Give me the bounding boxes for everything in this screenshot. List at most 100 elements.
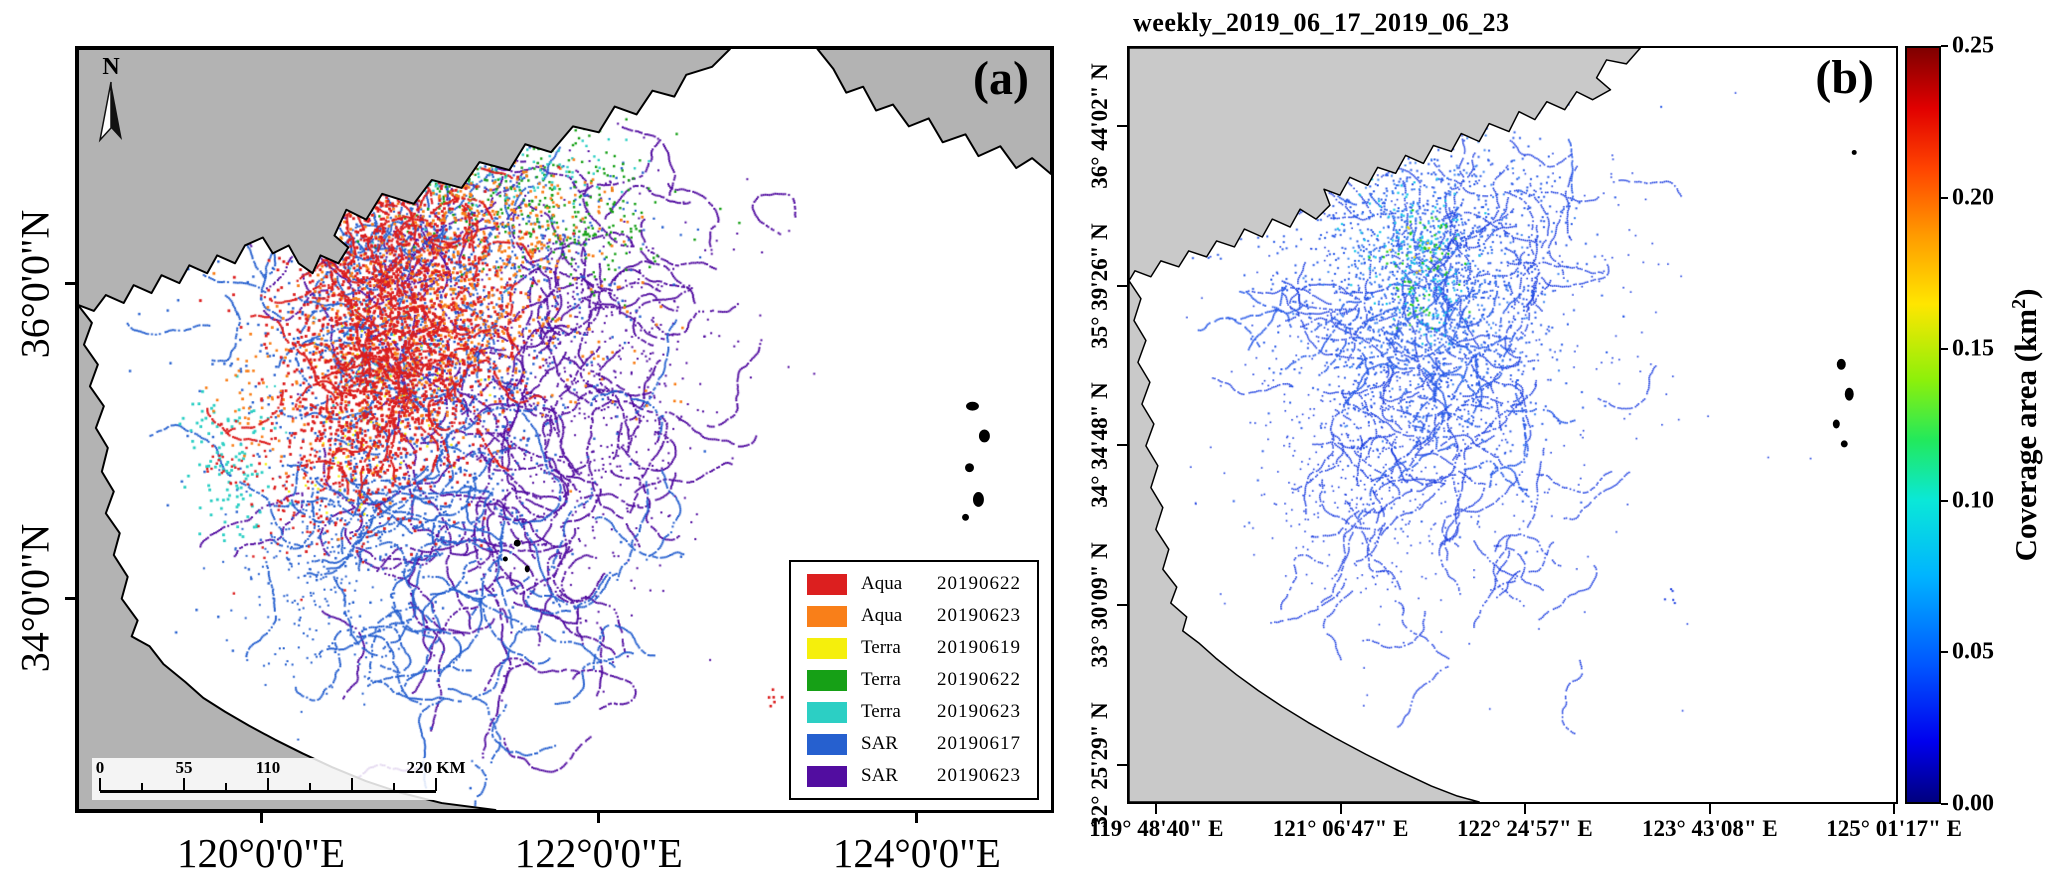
panel-a-y-tick-label: 34°0'0"N — [12, 524, 58, 673]
panel-b-y-tick-label: 36° 44'02" N — [1087, 62, 1112, 189]
legend-color-swatch — [807, 669, 847, 691]
scalebar-tick-mark — [141, 783, 143, 791]
legend-color-swatch — [807, 733, 847, 755]
panel-b-y-tick-mark — [1117, 284, 1127, 287]
legend-date-label: 20190623 — [937, 605, 1021, 626]
panel-b-y-tick-mark — [1117, 604, 1127, 607]
legend-entry: Terra 20190619 — [807, 637, 1021, 659]
panel-b-x-tick-label: 122° 24'57" E — [1456, 816, 1593, 841]
legend-color-swatch — [807, 765, 847, 787]
scalebar-label: 55 — [175, 758, 193, 777]
panel-b-land-layer — [1129, 48, 1857, 802]
north-arrow: N — [94, 54, 128, 151]
scalebar-tick-mark — [99, 778, 101, 791]
legend-entry: Terra 20190622 — [807, 669, 1021, 691]
scalebar-label: 220 KM — [406, 758, 466, 777]
scalebar-line — [100, 790, 436, 793]
colorbar-tick-mark — [1941, 196, 1948, 199]
legend-date-label: 20190623 — [937, 765, 1021, 786]
panel-a-map: N (a) Aqua 20190622 Aqua 20190623 Terra 20190… — [75, 46, 1054, 813]
panel-b-y-tick-label: 35° 39'26" N — [1087, 222, 1112, 349]
panel-a-y-tick-mark — [65, 282, 75, 286]
colorbar-tick-label: 0.15 — [1952, 335, 1994, 362]
panel-a-x-tick-label: 120°0'0"E — [176, 830, 346, 876]
colorbar-label-sup: 2 — [2007, 298, 2030, 309]
scalebar-tick-mark — [393, 783, 395, 791]
legend-sensor-label: Aqua — [861, 573, 903, 594]
panel-a-label: (a) — [973, 52, 1029, 105]
colorbar-tick-mark — [1941, 348, 1948, 351]
colorbar — [1905, 46, 1941, 804]
panel-b-x-tick-label: 125° 01'17" E — [1826, 816, 1962, 841]
legend-sensor-label: Aqua — [861, 605, 903, 626]
legend-sensor-label: Terra — [861, 669, 901, 690]
panel-b-x-tick-mark — [1893, 804, 1896, 814]
scalebar-tick-mark — [183, 778, 185, 791]
colorbar-tick-label: 0.10 — [1952, 487, 1994, 514]
north-arrow-icon — [98, 82, 122, 143]
jiangsu-coast-land — [78, 303, 497, 810]
panel-b-y-tick-mark — [1117, 124, 1127, 127]
scalebar-label: 0 — [95, 758, 105, 777]
panel-b-label: (b) — [1815, 51, 1874, 104]
legend-sensor-label: SAR — [861, 733, 898, 754]
panel-b-x-tick-label: 119° 48'40" E — [1089, 816, 1224, 841]
panel-b-x-tick-label: 121° 06'47" E — [1272, 816, 1409, 841]
legend-entry: SAR 20190623 — [807, 765, 1021, 787]
scale-bar: 0 55 110 220 KM — [92, 758, 466, 800]
scalebar-tick-mark — [225, 783, 227, 791]
colorbar-tick-label: 0.05 — [1952, 638, 1994, 665]
scalebar-tick-mark — [309, 783, 311, 791]
colorbar-tick-mark — [1941, 45, 1948, 47]
colorbar-label-text: Coverage area (km — [2008, 308, 2044, 562]
legend-date-label: 20190619 — [937, 637, 1021, 658]
legend-date-label: 20190623 — [937, 701, 1021, 722]
shandong-peninsula-land — [1129, 48, 1642, 282]
panel-b-x-tick-mark — [1523, 804, 1526, 814]
legend: Aqua 20190622 Aqua 20190623 Terra 20190619 Ter… — [789, 560, 1039, 800]
colorbar-tick-label: 0.20 — [1952, 184, 1994, 211]
legend-color-swatch — [807, 605, 847, 627]
legend-entry: Terra 20190623 — [807, 701, 1021, 723]
legend-color-swatch — [807, 573, 847, 595]
panel-a-x-tick-mark — [915, 813, 919, 823]
scalebar-label: 110 — [255, 758, 281, 777]
scalebar-tick-mark — [351, 778, 353, 791]
islands — [1832, 149, 1857, 448]
colorbar-label-suffix: ) — [2008, 288, 2044, 299]
panel-b-x-tick-mark — [1155, 804, 1158, 814]
panel-b-y-tick-label: 33° 30'09" N — [1087, 542, 1112, 669]
panel-b-y-tick-mark — [1117, 444, 1127, 447]
shandong-peninsula-land — [78, 49, 731, 312]
legend-sensor-label: Terra — [861, 701, 901, 722]
panel-a-y-tick-mark — [65, 596, 75, 600]
panel-b-x-tick-label: 123° 43'08" E — [1642, 816, 1778, 841]
legend-date-label: 20190622 — [937, 669, 1021, 690]
legend-color-swatch — [807, 637, 847, 659]
legend-entry: SAR 20190617 — [807, 733, 1021, 755]
colorbar-tick-mark — [1941, 499, 1948, 502]
panel-b-x-tick-mark — [1708, 804, 1711, 814]
northeast-land — [816, 49, 1051, 176]
colorbar-tick-label: 0.00 — [1952, 790, 1994, 817]
panel-a-y-tick-label: 36°0'0"N — [12, 209, 58, 358]
legend-date-label: 20190622 — [937, 573, 1021, 594]
panel-a-land-layer — [78, 49, 1051, 810]
panel-b-x-tick-mark — [1339, 804, 1342, 814]
legend-sensor-label: SAR — [861, 765, 898, 786]
legend-entry: Aqua 20190622 — [807, 573, 1021, 595]
panel-b-y-tick-mark — [1117, 764, 1127, 767]
panel-b-y-tick-label: 32° 25'29" N — [1087, 702, 1112, 829]
panel-a-x-tick-label: 124°0'0"E — [832, 830, 1001, 876]
colorbar-axis-label: Coverage area (km2) — [2008, 289, 2044, 562]
legend-color-swatch — [807, 701, 847, 723]
panel-a-x-tick-mark — [259, 813, 263, 823]
jiangsu-coast-land — [1129, 280, 1480, 802]
panel-a-x-tick-mark — [597, 813, 601, 823]
panel-b-title: weekly_2019_06_17_2019_06_23 — [1133, 8, 1510, 37]
islands — [502, 401, 990, 573]
scalebar-tick-mark — [267, 778, 269, 791]
legend-sensor-label: Terra — [861, 637, 901, 658]
legend-entry: Aqua 20190623 — [807, 605, 1021, 627]
